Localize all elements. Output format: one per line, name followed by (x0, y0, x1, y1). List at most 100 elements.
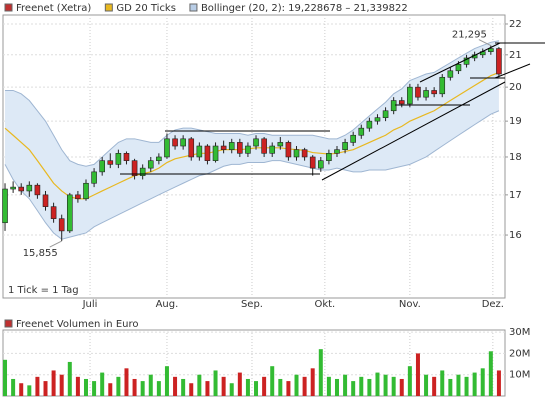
volume-bar (67, 361, 72, 396)
candle-body (66, 194, 73, 232)
volume-bar (399, 378, 404, 396)
volume-bar (310, 368, 315, 396)
volume-bar (213, 370, 218, 396)
volume-bar (3, 359, 8, 396)
candle-body (18, 186, 25, 192)
candle-body (439, 76, 446, 95)
volume-bar (464, 376, 469, 396)
x-tick-label: Sep. (241, 299, 263, 310)
candle-body (447, 70, 454, 78)
volume-bar (92, 381, 97, 396)
candle-body (75, 194, 81, 200)
volume-bar (11, 378, 16, 396)
volume-bar (407, 366, 412, 396)
y-tick-label: 22 (509, 19, 522, 30)
y-tick-label: 10M (509, 370, 530, 381)
volume-bar (456, 374, 461, 396)
volume-bar (100, 372, 105, 396)
candle-body (204, 145, 211, 161)
volume-bar (19, 383, 24, 396)
y-tick-label: 16 (509, 230, 522, 241)
volume-bar (334, 378, 339, 396)
trend-line (419, 42, 501, 83)
volume-bar (116, 376, 121, 396)
legend-swatch (189, 3, 198, 12)
candle-body (172, 138, 178, 147)
y-tick-label: 20M (509, 348, 530, 359)
volume-bar (254, 381, 259, 396)
candle-body (188, 138, 195, 158)
candle-body (317, 160, 324, 169)
volume-bar (59, 374, 64, 396)
x-tick-label: Okt. (314, 299, 335, 310)
volume-bar (294, 374, 299, 396)
volume-bar (173, 376, 178, 396)
volume-bar (27, 385, 32, 396)
volume-bar (51, 370, 56, 396)
volume-bar (424, 374, 429, 396)
trend-lines (120, 42, 545, 181)
volume-bar (83, 378, 88, 396)
volume-bar (343, 374, 348, 396)
candle-body (342, 142, 348, 150)
candle-body (415, 86, 421, 98)
candle-body (26, 184, 33, 192)
volume-bar (472, 372, 477, 396)
candle-body (374, 117, 381, 122)
candle-body (309, 156, 316, 169)
volume-bar (181, 378, 186, 396)
volume-bar (383, 374, 388, 396)
candle-body (123, 153, 130, 161)
volume-bar (375, 372, 380, 396)
candle-body (350, 134, 356, 143)
candle-body (34, 184, 41, 196)
volume-bar (75, 376, 80, 396)
candle-body (463, 57, 470, 65)
candle-body (164, 138, 170, 158)
candle-body (326, 153, 332, 161)
volume-bar (415, 353, 420, 396)
volume-bar (367, 378, 372, 396)
volume-legend-swatch (4, 319, 13, 328)
volume-bar (237, 372, 242, 396)
candle-body (390, 100, 397, 112)
band-fill (5, 40, 499, 240)
candle-body (50, 206, 57, 219)
candle-body (423, 90, 429, 98)
volume-bar (351, 381, 356, 396)
volume-bar (148, 374, 153, 396)
candle-body (220, 145, 227, 150)
band-upper (5, 40, 500, 167)
volume-bar (270, 366, 275, 396)
candle-body (496, 48, 502, 75)
band-lower (4, 110, 500, 240)
candle-body (277, 142, 284, 147)
volume-bar (302, 376, 307, 396)
volume-bar (278, 378, 283, 396)
volume-bar (440, 370, 445, 396)
candle-body (107, 160, 114, 165)
candle-body (139, 167, 146, 176)
y-tick-label: 21 (509, 50, 522, 61)
candle-body (2, 188, 8, 224)
y-tick-label: 18 (509, 152, 522, 163)
volume-bar (432, 376, 437, 396)
volume-bar (164, 366, 169, 396)
candle-body (382, 110, 389, 118)
candle-body (237, 142, 243, 154)
candle-body (196, 145, 203, 158)
x-tick-label: Dez. (482, 299, 504, 310)
candle-body (10, 186, 16, 190)
volume-bar (326, 376, 331, 396)
candle-body (147, 160, 154, 169)
volume-title: Freenet Volumen in Euro (16, 319, 138, 330)
volume-bar (132, 378, 137, 396)
x-tick-label: Aug. (156, 299, 179, 310)
annotation: 21,295 (452, 30, 487, 41)
annotation-leader (478, 39, 492, 47)
volume-bar (496, 370, 501, 396)
candle-body (245, 145, 251, 154)
candle-body (269, 145, 276, 154)
volume-bar (108, 383, 113, 396)
